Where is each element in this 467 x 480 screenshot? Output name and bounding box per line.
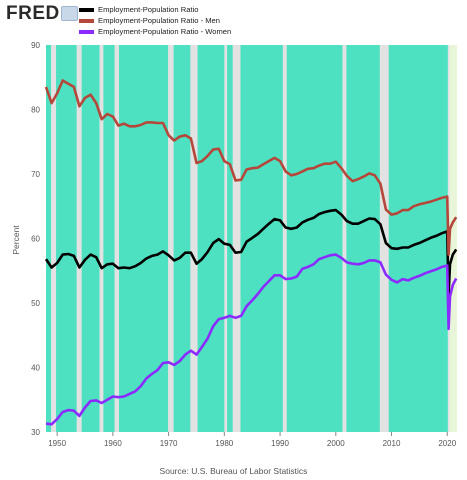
line-chart: 1950 1960 1970 1980 1990 2000 2010 2020 30 40 50 6… — [11, 41, 458, 448]
y-tick-label-30: 30 — [31, 428, 40, 437]
x-tick-label-1990: 1990 — [271, 439, 289, 448]
y-tick-label-80: 80 — [31, 106, 40, 115]
legend-swatch-total — [79, 7, 94, 12]
x-tick-label-2020: 2020 — [438, 439, 456, 448]
series-lines — [44, 79, 458, 426]
recession-band-9 — [342, 45, 347, 432]
chart-badge-icon — [61, 6, 78, 21]
recession-band-6 — [224, 45, 228, 432]
chart-legend: Employment-Population Ratio Employment-P… — [79, 4, 231, 37]
recession-band-8 — [282, 45, 287, 432]
legend-item-total[interactable]: Employment-Population Ratio — [79, 4, 231, 15]
series-line-0 — [44, 208, 458, 296]
series-line-1 — [44, 79, 458, 256]
x-tick-label-1980: 1980 — [215, 439, 233, 448]
recession-band-4 — [168, 45, 174, 432]
y-tick-label-50: 50 — [31, 299, 40, 308]
recession-band-1 — [76, 45, 82, 432]
recession-band-3 — [114, 45, 120, 432]
legend-swatch-men — [79, 18, 94, 23]
legend-label-women: Employment-Population Ratio - Women — [98, 27, 232, 36]
legend-label-total: Employment-Population Ratio — [98, 5, 199, 14]
y-axis-title: Percent — [11, 225, 21, 255]
chart-header: FRED Employment-Population Ratio Employm… — [0, 0, 467, 42]
legend-swatch-women — [79, 29, 94, 34]
legend-item-women[interactable]: Employment-Population Ratio - Women — [79, 26, 231, 37]
fred-logo: FRED — [6, 3, 60, 24]
recession-band-2 — [99, 45, 104, 432]
recession-band-0 — [51, 45, 57, 432]
x-tick-label-2010: 2010 — [383, 439, 401, 448]
x-tick-label-1970: 1970 — [160, 439, 178, 448]
x-tick-label-1960: 1960 — [104, 439, 122, 448]
x-tick-label-2000: 2000 — [327, 439, 345, 448]
source-note: Source: U.S. Bureau of Labor Statistics — [159, 466, 308, 476]
y-axis: 30 40 50 60 70 80 90 — [31, 41, 40, 437]
latest-period-band — [449, 45, 457, 432]
y-tick-label-90: 90 — [31, 41, 40, 50]
x-axis: 1950 1960 1970 1980 1990 2000 2010 2020 — [48, 432, 457, 448]
recession-band-7 — [232, 45, 241, 432]
series-line-2 — [45, 253, 458, 426]
y-tick-label-60: 60 — [31, 235, 40, 244]
recession-band-5 — [190, 45, 198, 432]
y-tick-label-40: 40 — [31, 364, 40, 373]
y-tick-label-70: 70 — [31, 170, 40, 179]
legend-label-men: Employment-Population Ratio - Men — [98, 16, 220, 25]
x-tick-label-1950: 1950 — [48, 439, 66, 448]
legend-item-men[interactable]: Employment-Population Ratio - Men — [79, 15, 231, 26]
